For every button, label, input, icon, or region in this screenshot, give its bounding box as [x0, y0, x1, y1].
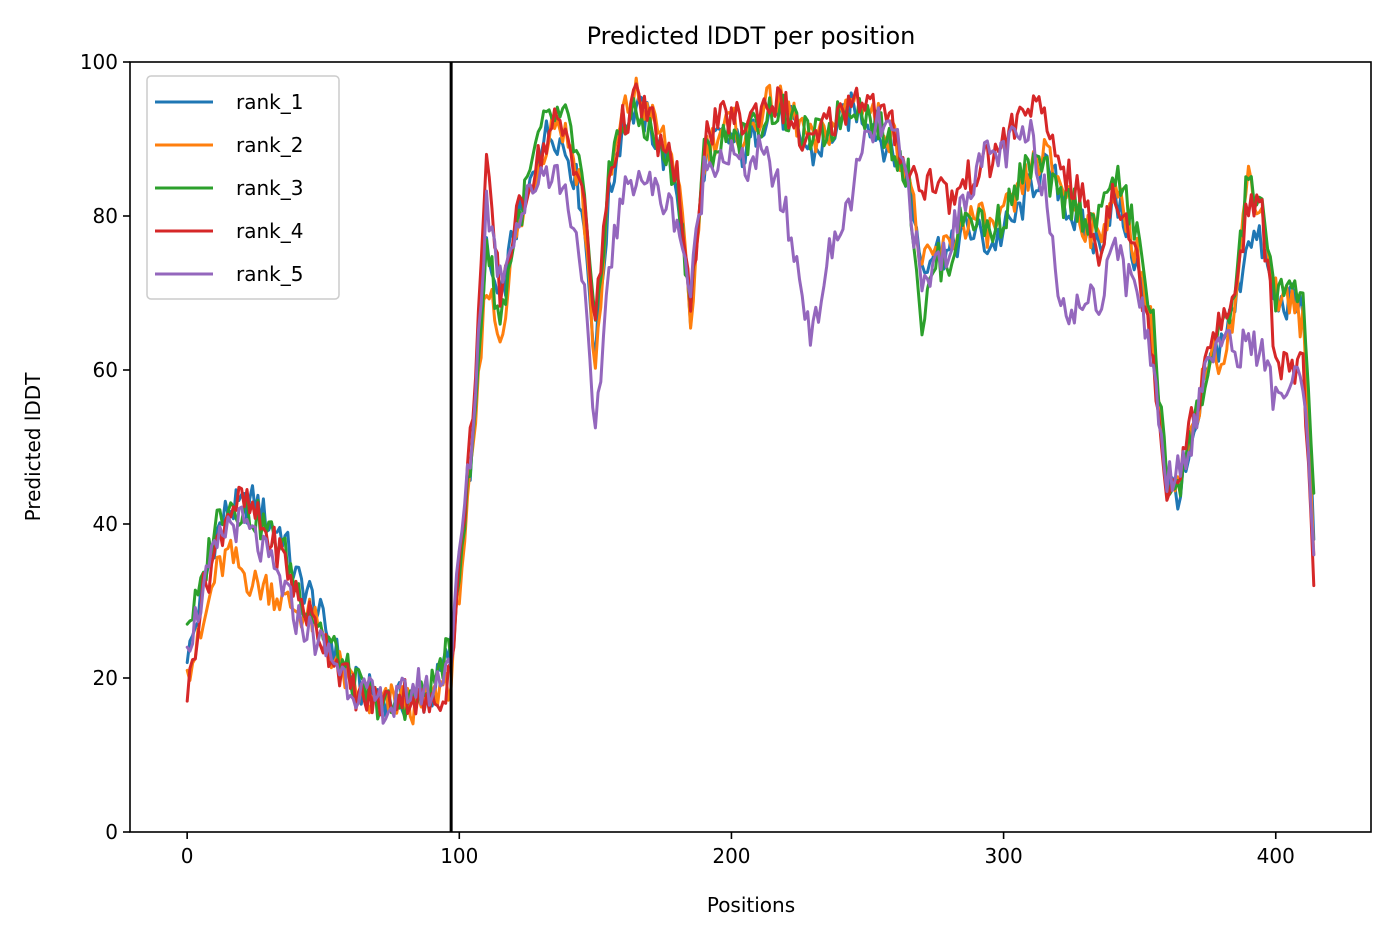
x-tick-label: 200 — [712, 844, 750, 868]
plot-frame — [129, 61, 1372, 833]
y-tick-label: 80 — [93, 204, 118, 228]
series-line-rank_4 — [185, 82, 1316, 717]
x-axis-label: Positions — [707, 893, 795, 917]
series-line-rank_1 — [185, 91, 1316, 719]
y-tick-label: 60 — [93, 358, 118, 382]
series-line-rank_2 — [185, 76, 1316, 726]
legend-label-rank_2: rank_2 — [236, 133, 303, 157]
series-line-rank_3 — [185, 93, 1316, 721]
x-tick-label: 100 — [440, 844, 478, 868]
legend-label-rank_3: rank_3 — [236, 176, 303, 200]
x-tick-label: 0 — [181, 844, 194, 868]
y-tick-label: 20 — [93, 666, 118, 690]
y-axis-label: Predicted lDDT — [21, 372, 45, 522]
chart-title: Predicted lDDT per position — [587, 22, 916, 50]
plot-area: 0 100 200 300 400 0 20 40 60 80 100 — [80, 50, 1372, 868]
series-lines — [185, 76, 1316, 726]
y-tick-label: 100 — [80, 50, 118, 74]
x-tick-label: 400 — [1257, 844, 1295, 868]
legend-label-rank_4: rank_4 — [236, 219, 303, 243]
legend: rank_1 rank_2 rank_3 rank_4 rank_5 — [146, 75, 340, 300]
legend-label-rank_1: rank_1 — [236, 90, 303, 114]
legend-label-rank_5: rank_5 — [236, 262, 303, 286]
legend-box — [146, 75, 340, 300]
y-tick-label: 40 — [93, 512, 118, 536]
series-line-rank_5 — [185, 106, 1316, 725]
y-tick-label: 0 — [105, 820, 118, 844]
x-tick-label: 300 — [985, 844, 1023, 868]
